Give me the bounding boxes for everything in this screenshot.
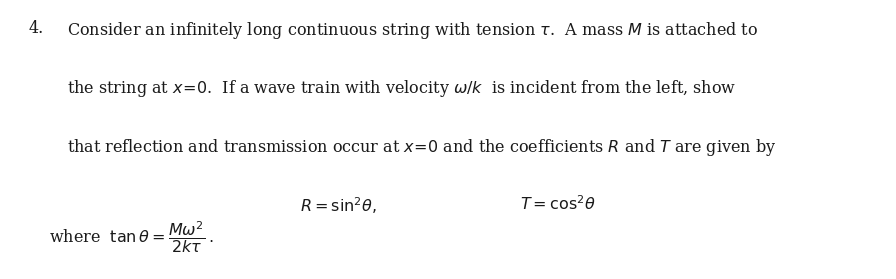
- Text: the string at $x\!=\!0$.  If a wave train with velocity $\omega/k$  is incident : the string at $x\!=\!0$. If a wave train…: [67, 78, 737, 99]
- Text: 4.: 4.: [29, 20, 44, 37]
- Text: where  $\tan\theta = \dfrac{M\omega^2}{2k\tau}\,.$: where $\tan\theta = \dfrac{M\omega^2}{2k…: [49, 220, 214, 255]
- Text: Consider an infinitely long continuous string with tension $\tau$.  A mass $M$ i: Consider an infinitely long continuous s…: [67, 20, 758, 40]
- Text: $R = \sin^2\!\theta,$: $R = \sin^2\!\theta,$: [300, 195, 377, 216]
- Text: that reflection and transmission occur at $x\!=\!0$ and the coefficients $R$ and: that reflection and transmission occur a…: [67, 137, 777, 158]
- Text: $T = \cos^2\!\theta$: $T = \cos^2\!\theta$: [520, 195, 595, 214]
